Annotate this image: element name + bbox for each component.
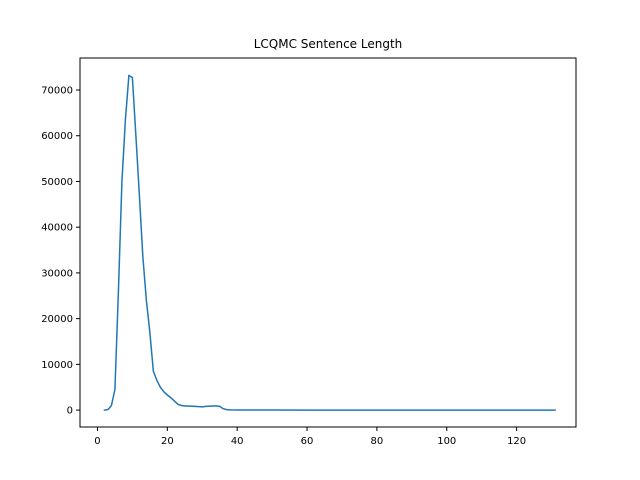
y-tick-label: 10000 (41, 360, 73, 371)
y-tick-label: 70000 (41, 86, 73, 97)
chart-title: LCQMC Sentence Length (254, 37, 403, 51)
series-line (103, 74, 556, 411)
x-tick-label: 80 (371, 436, 384, 447)
x-tick-label: 40 (231, 436, 244, 447)
x-tick-label: 120 (507, 436, 526, 447)
x-tick-label: 20 (161, 436, 174, 447)
y-tick-label: 50000 (41, 177, 73, 188)
y-tick-label: 20000 (41, 314, 73, 325)
tick-layer: 0 20 40 60 80 100 120 0 10000 20000 30000 40000 5000… (41, 86, 526, 447)
y-tick-label: 40000 (41, 223, 73, 234)
y-tick-label: 30000 (41, 268, 73, 279)
series-layer (103, 74, 556, 411)
x-tick-label: 0 (94, 436, 100, 447)
y-tick-label: 0 (67, 406, 73, 417)
axes-frame (79, 57, 577, 428)
x-tick-label: 60 (301, 436, 314, 447)
x-tick-label: 100 (437, 436, 456, 447)
y-tick-label: 60000 (41, 131, 73, 142)
